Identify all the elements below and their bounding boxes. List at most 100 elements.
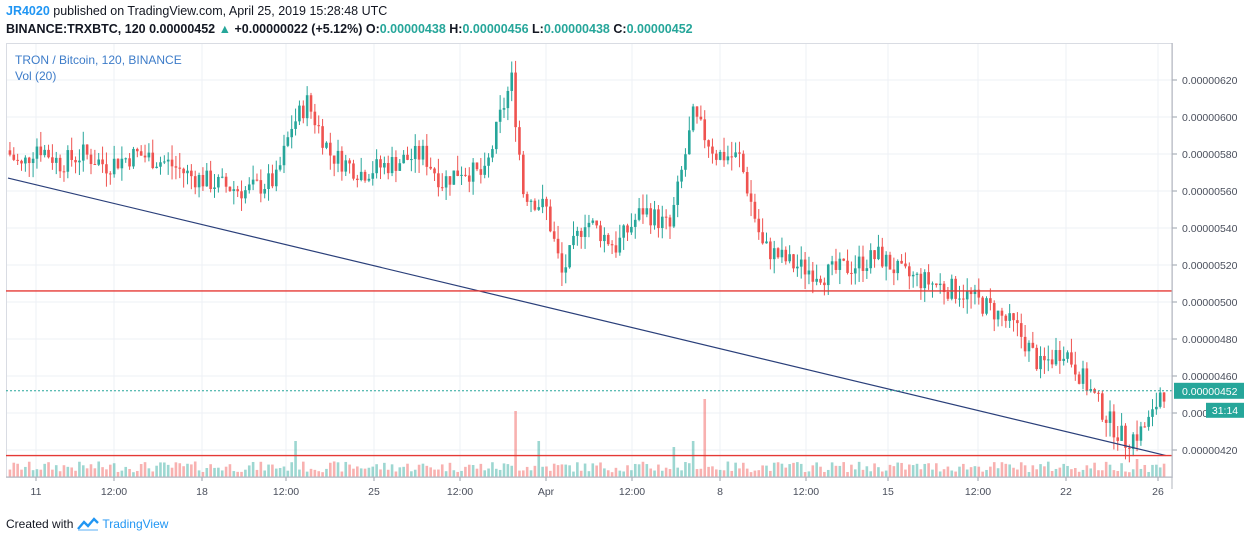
volume-bar — [579, 470, 583, 477]
candle-body — [170, 159, 174, 167]
volume-bar — [1085, 465, 1089, 477]
candle-body — [274, 169, 278, 187]
volume-bar — [16, 463, 19, 477]
volume-bar — [201, 471, 205, 477]
volume-bar — [711, 466, 714, 477]
candle-body — [174, 166, 178, 168]
candle-body — [236, 189, 239, 192]
candle-body — [1108, 411, 1112, 423]
y-tick-label: 0.00000480 — [1182, 334, 1238, 346]
volume-bar — [224, 466, 228, 477]
candle-body — [506, 90, 510, 109]
candle-body — [707, 140, 710, 147]
candle-body — [869, 250, 873, 269]
candle-body — [583, 227, 587, 237]
candle-body — [51, 157, 54, 163]
volume-bar — [182, 466, 185, 477]
volume-bar — [271, 464, 274, 477]
candle-body — [413, 145, 417, 160]
candle-body — [610, 244, 614, 246]
x-tick-label: 12:00 — [619, 486, 645, 498]
candle-body — [386, 163, 390, 174]
price-chart[interactable]: 0.00000620 0.00000600 0.00000580 0.00000560… — [6, 43, 1248, 511]
volume-bar — [217, 467, 220, 477]
volume-bar — [576, 462, 579, 477]
volume-bar — [136, 471, 139, 477]
volume-bar — [525, 466, 529, 477]
volume-bar — [522, 470, 525, 477]
candle-body — [533, 200, 537, 210]
candle-body — [687, 130, 691, 155]
author-link[interactable]: JR4020 — [6, 4, 50, 18]
x-tick-label: 12:00 — [101, 486, 127, 498]
candle-body — [336, 150, 340, 164]
volume-bar — [267, 464, 270, 477]
volume-bar — [78, 461, 81, 477]
volume-bar — [823, 471, 826, 477]
candle-body — [938, 283, 942, 286]
candle-body — [467, 175, 471, 182]
volume-bar — [1054, 468, 1058, 477]
volume-bar — [240, 471, 243, 477]
volume-bar — [803, 472, 807, 477]
candle-body — [560, 253, 564, 273]
candle-body — [568, 245, 571, 268]
volume-bar — [251, 461, 255, 477]
volume-bar — [1089, 468, 1093, 477]
volume-bar — [1097, 470, 1100, 477]
candle-body — [780, 249, 784, 258]
candle-body — [116, 158, 120, 169]
price-axis[interactable]: 0.00000620 0.00000600 0.00000580 0.00000560… — [1171, 43, 1244, 489]
candle-body — [151, 152, 155, 169]
volume-bar — [309, 468, 313, 477]
volume-bar — [853, 469, 857, 477]
candle-body — [510, 72, 514, 91]
candle-body — [973, 289, 977, 295]
tradingview-brand[interactable]: TradingView — [102, 517, 169, 531]
volume-bar — [286, 470, 290, 477]
candle-body — [853, 268, 857, 274]
volume-bar — [973, 466, 977, 477]
volume-bar — [475, 468, 479, 477]
candle-body — [1058, 350, 1062, 361]
candle-body — [1035, 347, 1038, 370]
volume-bar — [935, 463, 938, 477]
candle-body — [178, 167, 182, 169]
candle-body — [838, 258, 842, 270]
candle-body — [996, 310, 1000, 320]
candle-body — [54, 157, 58, 163]
candle-body — [1120, 425, 1123, 441]
volume-bar — [1073, 468, 1077, 477]
candle-body — [20, 160, 23, 164]
candle-body — [541, 198, 544, 208]
volume-bar — [62, 465, 66, 477]
candle-body — [410, 159, 413, 161]
volume-bar — [43, 463, 46, 477]
legend-volume[interactable]: Vol (20) — [15, 69, 57, 83]
legend-title[interactable]: TRON / Bitcoin, 120, BINANCE — [15, 53, 182, 67]
candle-body — [904, 263, 907, 267]
time-axis[interactable]: 11 12:00 18 12:00 25 12:00 Apr 12:00 8 12:00 15 12:… — [6, 476, 1172, 498]
candle-body — [715, 153, 718, 160]
candle-body — [711, 146, 714, 154]
volume-bar — [950, 470, 954, 477]
candle-body — [792, 254, 795, 269]
candle-body — [556, 238, 560, 254]
candle-body — [823, 282, 826, 286]
candle-body — [1073, 364, 1077, 375]
volume-bar — [622, 471, 625, 477]
candle-body — [487, 157, 490, 166]
candle-body — [105, 164, 108, 174]
candle-body — [985, 298, 988, 314]
volume-bar — [869, 471, 873, 477]
up-arrow-icon: ▲ — [218, 22, 231, 36]
candles — [8, 60, 1166, 463]
tradingview-logo-icon — [77, 517, 100, 531]
volume-bar — [583, 463, 587, 477]
candle-body — [958, 298, 961, 300]
x-tick-label: 25 — [368, 486, 380, 498]
volume-bar — [105, 469, 108, 477]
candle-body — [464, 174, 467, 176]
volume-bar — [379, 469, 382, 477]
x-tick-label: 12:00 — [793, 486, 819, 498]
